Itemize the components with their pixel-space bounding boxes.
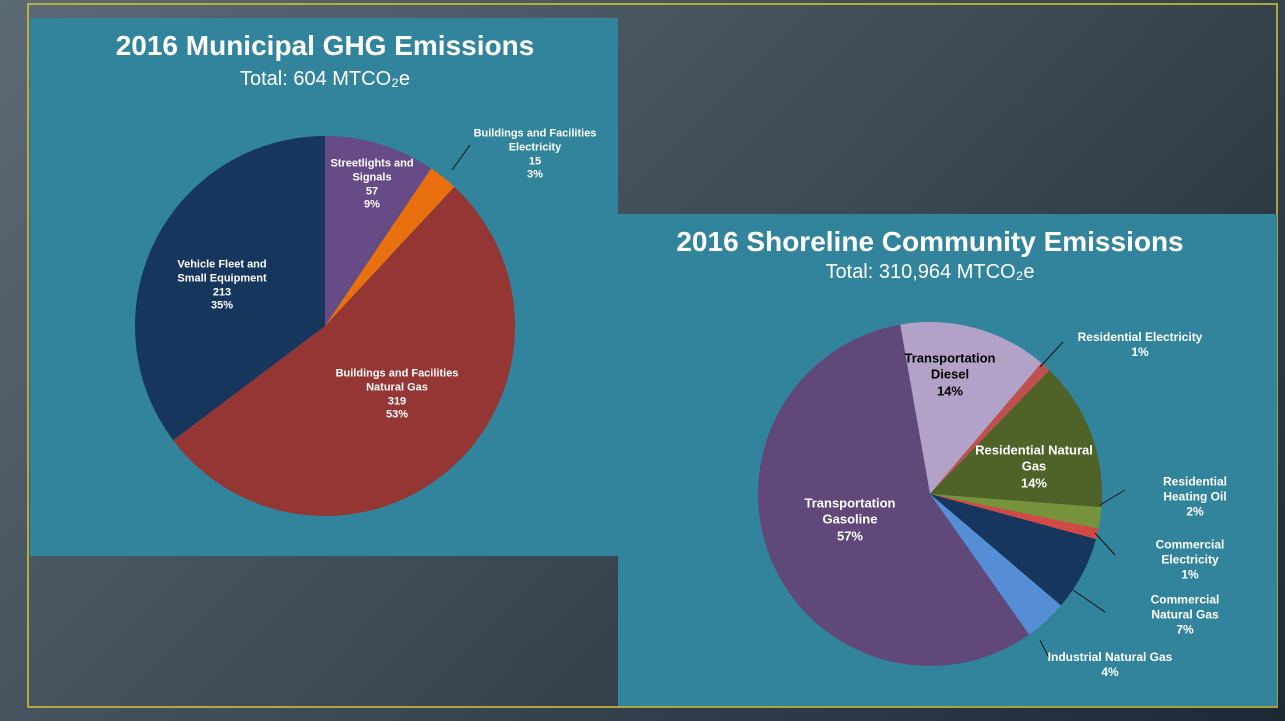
slice-label: Vehicle Fleet and Small Equipment 213 35% xyxy=(177,259,266,314)
pie-slice xyxy=(900,322,1042,494)
slice-name: Residential Electricity xyxy=(1077,330,1203,344)
slice-name: Industrial Natural Gas xyxy=(1047,650,1173,664)
slice-value: 319 xyxy=(387,395,407,407)
leader-line xyxy=(1039,341,1064,368)
pie-slice xyxy=(325,136,432,326)
pie-slice xyxy=(930,370,1102,508)
slice-name: Streetlights and Signals xyxy=(330,157,414,184)
slice-value: 15 xyxy=(528,155,542,167)
leader-line xyxy=(1039,639,1051,661)
slice-percent: 3% xyxy=(527,168,543,181)
slice-value: 2% xyxy=(1186,504,1204,519)
slice-label: Transportation Diesel 14% xyxy=(904,351,995,400)
slice-label: Commercial Electricity 1% xyxy=(1143,538,1238,583)
slice-value: 7% xyxy=(1176,622,1194,637)
slice-percent: 35% xyxy=(210,299,234,312)
slice-name: Residential Heating Oil xyxy=(1162,474,1228,504)
slice-percent: 53% xyxy=(385,408,409,421)
leader-line xyxy=(451,144,471,171)
chart-title: 2016 Shoreline Community Emissions xyxy=(676,226,1184,257)
slice-label: Transportation Gasoline 57% xyxy=(804,496,895,545)
pie-slice xyxy=(173,186,515,516)
slice-value: 1% xyxy=(1181,567,1199,582)
slice-label: Residential Electricity 1% xyxy=(1078,330,1203,360)
pie-slice xyxy=(930,363,1050,494)
pie-slice xyxy=(930,494,1061,635)
slice-label: Residential Heating Oil 2% xyxy=(1150,475,1240,520)
slice-name: Transportation Gasoline xyxy=(804,495,896,527)
slice-value: 14% xyxy=(936,383,964,399)
slice-label: Industrial Natural Gas 4% xyxy=(1048,650,1173,680)
leader-line xyxy=(1094,532,1116,556)
leader-line xyxy=(1072,589,1106,613)
pie-slice xyxy=(930,494,1096,606)
pie-slice xyxy=(758,324,1030,666)
slice-value: 57 xyxy=(365,185,379,197)
pie-slice xyxy=(325,168,455,326)
slice-name: Residential Natural Gas xyxy=(975,442,1093,474)
slice-value: 1% xyxy=(1131,345,1149,359)
slice-value: 57% xyxy=(836,528,864,544)
slice-percent: 9% xyxy=(364,198,380,211)
slice-label: Commercial Natural Gas 7% xyxy=(1135,593,1235,638)
pie-slice xyxy=(930,494,1099,540)
slice-name: Commercial Natural Gas xyxy=(1150,592,1220,622)
slice-label: Buildings and Facilities Electricity 15 3% xyxy=(474,128,597,183)
slice-name: Transportation Diesel xyxy=(904,350,996,382)
slice-name: Vehicle Fleet and Small Equipment xyxy=(177,258,267,285)
chart-subtitle: Total: 310,964 MTCO₂e xyxy=(825,261,1035,283)
slice-name: Buildings and Facilities Natural Gas xyxy=(335,367,459,394)
pie-slice xyxy=(930,494,1102,529)
slice-label: Streetlights and Signals 57 9% xyxy=(330,158,413,213)
leader-line xyxy=(1099,489,1126,506)
slice-label: Residential Natural Gas 14% xyxy=(975,443,1093,492)
slice-name: Buildings and Facilities Electricity xyxy=(473,127,597,154)
slice-value: 213 xyxy=(212,286,232,298)
chart-title: 2016 Municipal GHG Emissions xyxy=(115,30,535,61)
slice-label: Buildings and Facilities Natural Gas 319 5… xyxy=(336,368,459,423)
slice-name: Commercial Electricity xyxy=(1155,537,1225,567)
slice-value: 14% xyxy=(1020,475,1048,491)
pie-slice xyxy=(135,136,325,441)
slice-value: 4% xyxy=(1101,665,1119,679)
chart-subtitle: Total: 604 MTCO₂e xyxy=(239,68,411,90)
